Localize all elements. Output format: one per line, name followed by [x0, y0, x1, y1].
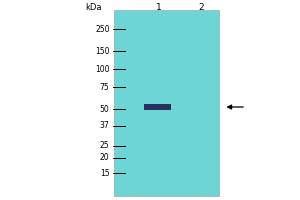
- Text: 50: 50: [100, 104, 110, 114]
- Text: kDa: kDa: [85, 2, 101, 11]
- Bar: [144, 104, 171, 110]
- Text: 15: 15: [100, 168, 110, 178]
- Text: 2: 2: [198, 2, 204, 11]
- Text: 25: 25: [100, 142, 110, 150]
- Text: 100: 100: [95, 64, 109, 73]
- Text: 37: 37: [100, 121, 110, 130]
- Text: 75: 75: [100, 83, 110, 92]
- Text: 1: 1: [156, 2, 162, 11]
- Text: 150: 150: [95, 46, 109, 55]
- Bar: [114, 10, 219, 196]
- Text: 250: 250: [95, 24, 109, 33]
- Text: 20: 20: [100, 154, 110, 162]
